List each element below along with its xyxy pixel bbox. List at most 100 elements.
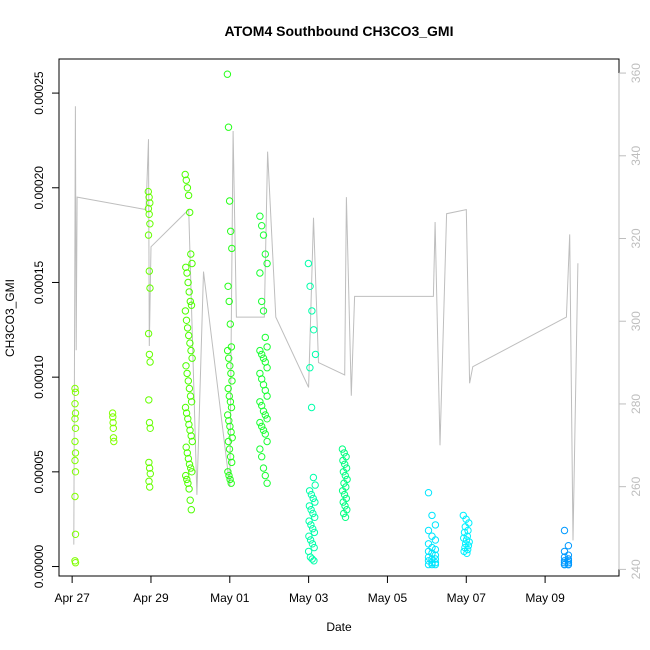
data-point [339,468,348,476]
data-point [263,364,271,372]
data-point [339,498,347,506]
y-tick-label: 0.00000 [32,545,46,589]
data-point [259,231,268,239]
data-point [341,502,349,510]
data-point [263,415,271,423]
data-point [341,513,350,521]
data-point [261,333,269,342]
data-point [564,542,573,550]
data-point [560,526,569,535]
data-point [305,487,314,495]
data-point [223,346,232,355]
data-point [263,343,271,351]
data-point [224,282,232,290]
data-point [261,430,269,438]
data-point [185,331,193,340]
data-point [181,307,190,315]
data-point [308,555,316,563]
data-point [187,506,196,514]
data-point [340,449,348,457]
data-point [309,509,317,518]
y2-tick-label: 240 [629,559,643,579]
y2-tick-label: 280 [629,394,643,414]
data-point [181,403,190,412]
data-point [338,445,347,453]
data-point [258,297,266,306]
data-point [428,532,436,540]
data-point [182,316,191,324]
data-point [225,297,233,306]
data-point [71,437,79,446]
data-point [305,502,314,510]
data-point [188,354,196,362]
data-point [258,453,266,461]
right-series-layer [73,106,579,545]
data-point [560,560,569,569]
data-point [340,479,348,487]
data-point [256,212,264,220]
data-point [310,543,318,552]
data-point [71,388,80,396]
data-point [145,418,154,427]
data-point [263,259,271,268]
data-point [146,284,154,292]
data-point [308,307,316,315]
data-point [145,477,153,485]
data-point [187,464,195,472]
data-point [464,545,472,554]
data-point [306,282,314,290]
data-point [109,418,117,427]
data-point [109,424,118,432]
data-point [71,449,80,457]
data-point [182,362,190,370]
data-point [184,415,192,423]
data-point [310,557,318,565]
data-point [560,559,569,567]
y-tick-label: 0.00005 [32,450,46,494]
data-point [71,559,80,567]
data-point [259,426,268,434]
data-point [560,557,569,565]
data-point [341,460,349,468]
data-point [424,547,433,556]
data-point [424,540,433,548]
x-tick-label: May 01 [210,591,250,605]
data-point [258,222,266,230]
data-point [227,343,236,351]
data-point [263,392,271,400]
data-point [424,489,433,497]
y-tick-label: 0.00025 [32,71,46,115]
data-point [564,559,573,567]
data-point [187,346,195,355]
y2-tick-label: 320 [629,228,643,248]
data-point [564,551,573,559]
data-point [307,521,315,529]
data-point [71,492,79,501]
data-point [311,481,319,489]
data-point [144,231,153,239]
x-axis: Apr 27 Apr 29 May 01 May 03 May 05 May 07 May … [54,575,565,605]
data-point [564,560,573,569]
y-tick-label: 0.00010 [32,355,46,399]
data-point [305,517,313,525]
data-point [183,449,192,457]
data-point [307,403,316,412]
data-point [226,362,234,370]
data-point [145,267,154,275]
data-point [261,471,269,480]
data-point [226,475,234,484]
data-point [146,358,154,366]
data-point [259,307,268,315]
y2-tick-label: 340 [629,145,643,165]
data-point [560,547,569,556]
data-point [259,354,268,362]
plot-frame [58,58,620,577]
data-point [186,339,194,347]
points-layer [71,70,573,569]
x-tick-label: May 09 [525,591,565,605]
data-point [108,409,117,417]
data-point [188,259,196,268]
y-axis: 0.00000 0.00005 0.00010 0.00015 0.00020 0.000… [32,71,60,589]
data-point [307,490,316,499]
